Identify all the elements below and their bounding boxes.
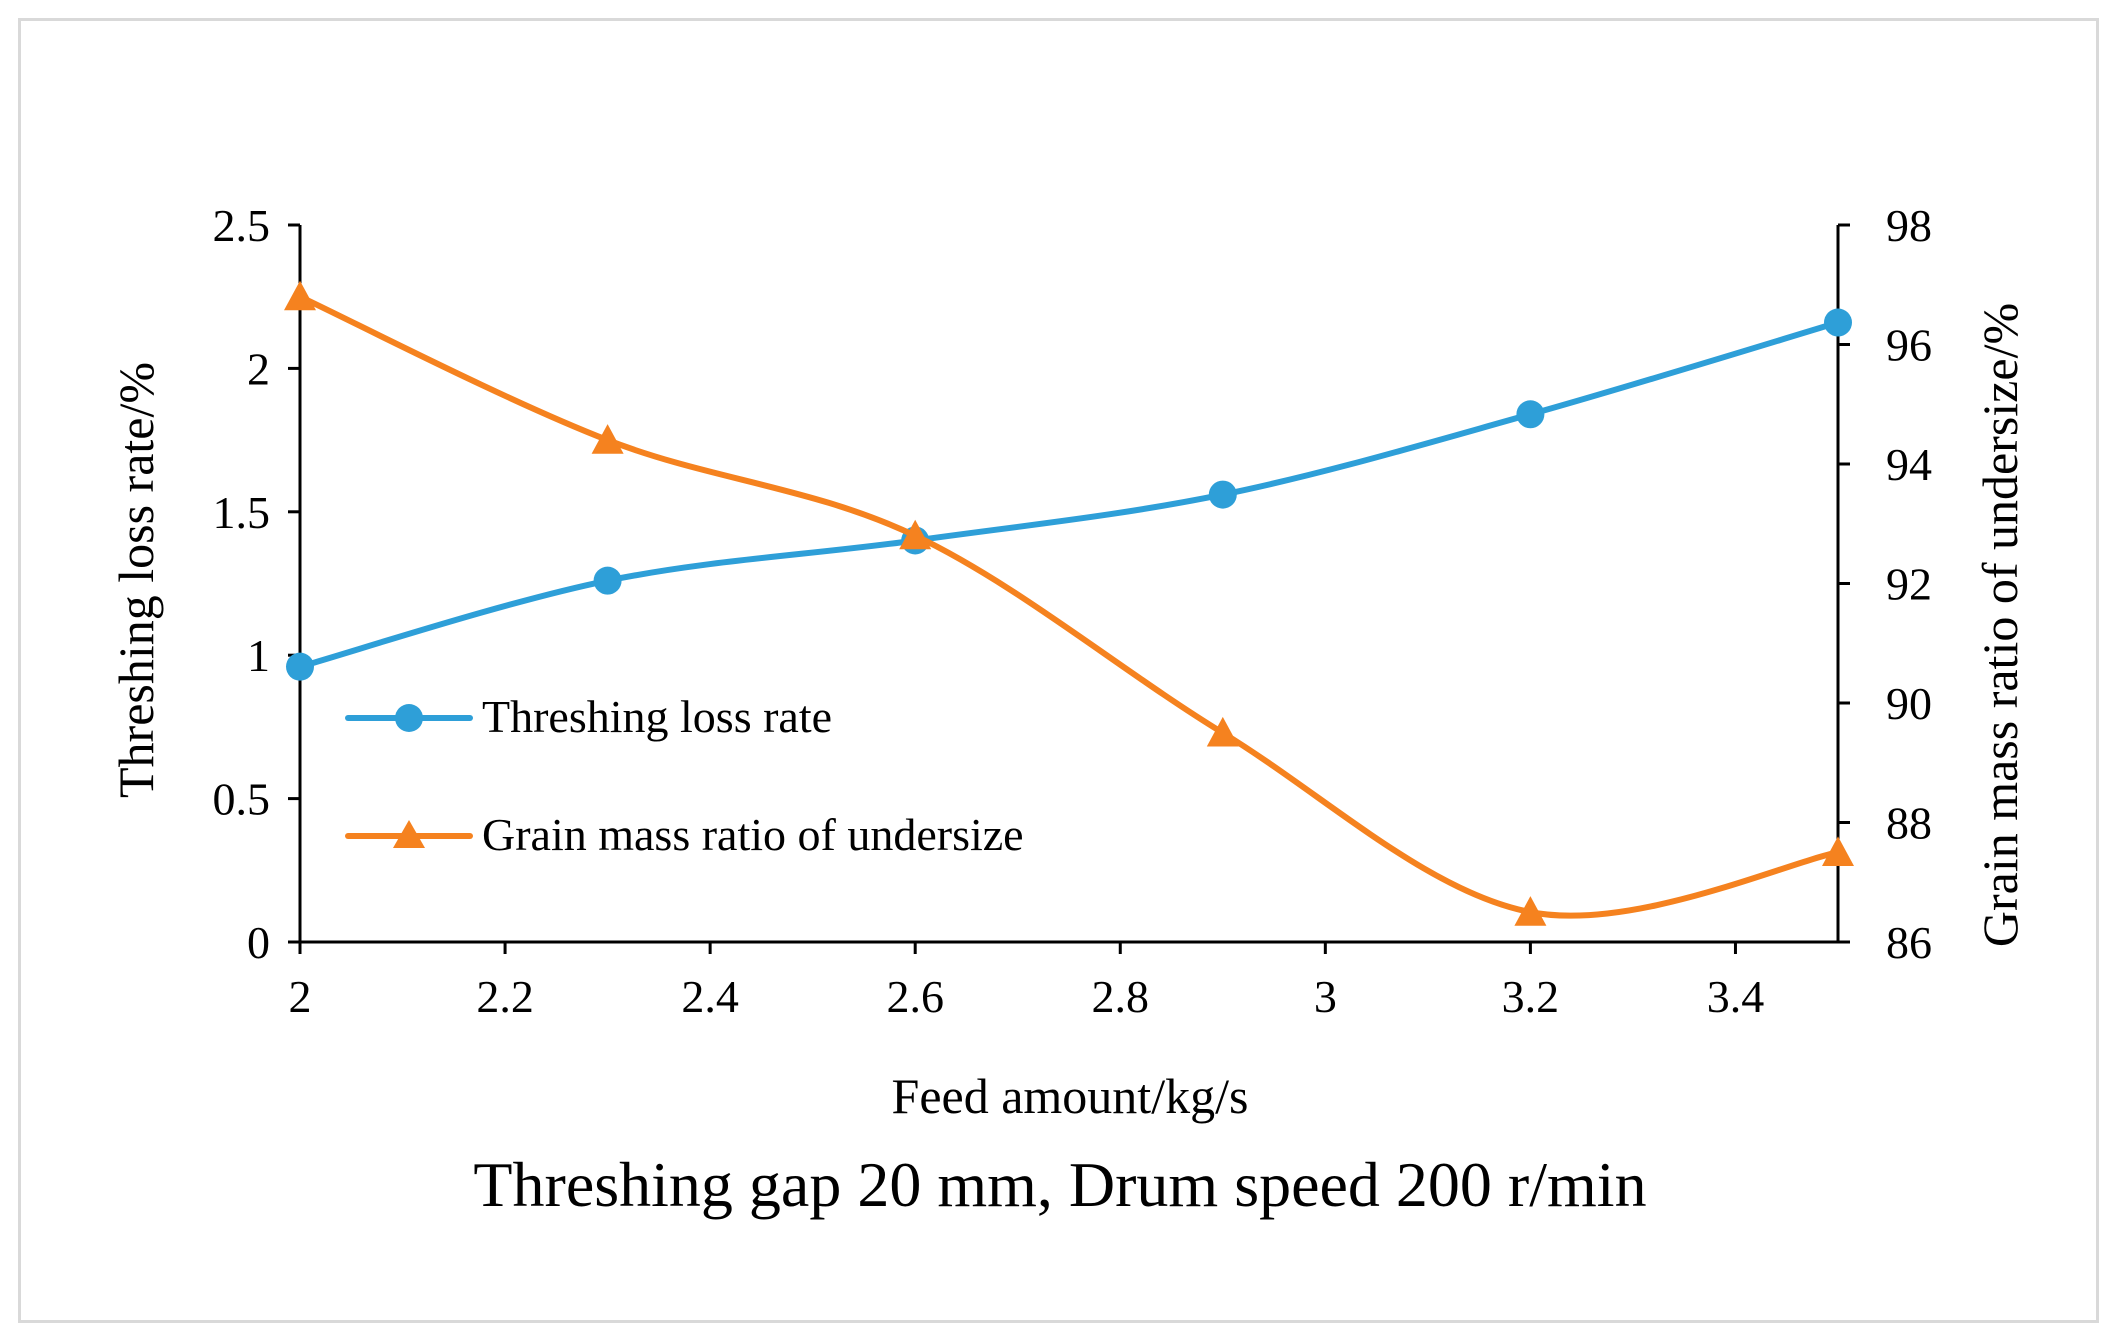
legend-item-threshing-loss-rate: Threshing loss rate — [345, 691, 832, 742]
data-point-circle — [1516, 400, 1545, 429]
y-right-axis-label: Grain mass ratio of undersize/% — [1972, 303, 2028, 947]
legend-label-threshing-loss-rate: Threshing loss rate — [482, 691, 832, 742]
data-point-circle — [593, 566, 622, 595]
y-left-tick-label: 2.5 — [213, 200, 271, 251]
series-line-grain-mass-ratio-of-undersize — [297, 293, 1841, 919]
x-tick-label: 3.2 — [1502, 971, 1560, 1022]
y-right-tick-label: 90 — [1886, 678, 1932, 729]
data-point-triangle — [899, 519, 932, 550]
data-point-triangle — [1822, 836, 1854, 866]
series-line-threshing-loss-rate — [297, 319, 1841, 670]
y-left-tick-label: 0.5 — [213, 774, 271, 825]
data-point-triangle — [1206, 716, 1239, 747]
legend-marker-triangle — [393, 820, 425, 848]
y-left-tick-label: 1 — [247, 630, 270, 681]
y-left-tick-label: 1.5 — [213, 487, 271, 538]
x-axis-label: Feed amount/kg/s — [892, 1068, 1249, 1124]
y-left-tick-label: 0 — [247, 917, 270, 968]
data-point-circle — [1208, 480, 1237, 509]
y-right-tick-label: 96 — [1886, 320, 1932, 371]
data-point-circle — [286, 652, 314, 681]
x-tick-label: 3 — [1314, 971, 1337, 1022]
x-tick-label: 2.8 — [1092, 971, 1150, 1022]
y-right-tick-label: 88 — [1886, 798, 1932, 849]
y-right-tick-label: 92 — [1886, 559, 1932, 610]
series-threshing-loss-rate — [286, 308, 1852, 681]
y-right-tick-label: 86 — [1886, 917, 1932, 968]
x-tick-label: 2.6 — [886, 971, 944, 1022]
figure-frame — [18, 18, 2099, 1323]
data-point-triangle — [1514, 896, 1547, 926]
x-tick-label: 2 — [289, 971, 312, 1022]
x-tick-label: 2.4 — [681, 971, 739, 1022]
data-point-circle — [1824, 308, 1852, 337]
legend-marker-circle — [395, 704, 423, 732]
chart-title: Threshing gap 20 mm, Drum speed 200 r/mi… — [473, 1149, 1646, 1220]
series-layer — [284, 280, 1854, 926]
series-grain-mass-ratio-of-undersize — [284, 280, 1854, 926]
y-right-tick-label: 98 — [1886, 200, 1932, 251]
data-point-triangle — [591, 424, 624, 454]
y-left-tick-label: 2 — [247, 343, 270, 394]
data-point-triangle — [284, 280, 316, 311]
legend-item-grain-mass-ratio: Grain mass ratio of undersize — [345, 809, 1024, 860]
legend-label-grain-mass-ratio: Grain mass ratio of undersize — [482, 809, 1024, 860]
x-tick-label: 2.2 — [476, 971, 534, 1022]
y-left-axis-label: Threshing loss rate/% — [108, 362, 164, 798]
y-left-axis-ticks: 0 0.5 1 1.5 2 2.5 — [213, 200, 300, 968]
legend: Threshing loss rate Grain mass ratio of … — [345, 691, 1024, 860]
y-right-tick-label: 94 — [1886, 439, 1932, 490]
y-right-axis-ticks: 86 88 90 92 94 96 98 — [1838, 200, 1932, 968]
x-tick-label: 3.4 — [1707, 971, 1765, 1022]
x-axis-ticks: 2 2.2 2.4 2.6 2.8 3 3.2 3.4 — [289, 942, 1765, 1022]
